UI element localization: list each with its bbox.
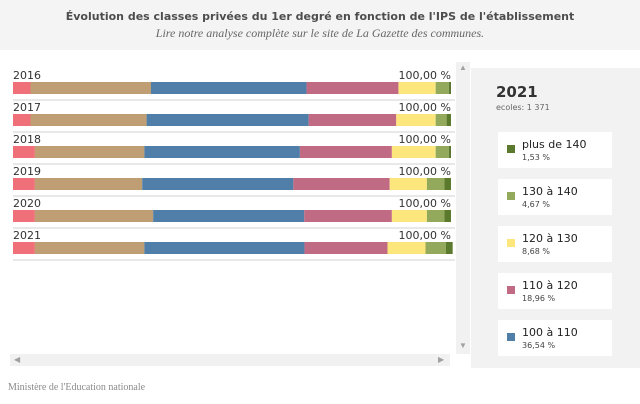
legend-item-value: 18,96 %	[522, 294, 556, 303]
bar-segment[interactable]	[153, 210, 305, 222]
legend-item-name: 100 à 110	[522, 326, 578, 339]
bar-segment[interactable]	[13, 210, 35, 222]
scroll-down-icon[interactable]: ▼	[459, 341, 467, 350]
header: Évolution des classes privées du 1er deg…	[0, 0, 640, 50]
legend-item-name: 120 à 130	[522, 232, 578, 245]
year-detail-panel: 2021 ecoles: 1 371 plus de 140 1,53 % 130 …	[471, 68, 640, 368]
year-label: 2017	[13, 101, 41, 114]
bar-segment[interactable]	[146, 114, 309, 126]
bar-segment[interactable]	[34, 178, 143, 190]
chart-subtitle: Lire notre analyse complète sur le site …	[155, 26, 485, 40]
bar-segment[interactable]	[144, 242, 305, 254]
horizontal-scrollbar[interactable]: ◀ ▶	[10, 354, 450, 366]
total-label: 100,00 %	[399, 133, 451, 146]
bar-segment[interactable]	[30, 82, 151, 94]
legend-item-value: 1,53 %	[522, 153, 550, 162]
stacked-bar-chart: 2016 100,00 % 2017 100,00 % 2018 100,00 % 2019…	[13, 69, 455, 261]
year-label: 2016	[13, 69, 41, 82]
bar-segment[interactable]	[444, 210, 451, 222]
legend-swatch-icon	[507, 192, 515, 200]
total-label: 100,00 %	[399, 165, 451, 178]
legend-swatch-icon	[507, 239, 515, 247]
year-label: 2019	[13, 165, 41, 178]
bar-segment[interactable]	[387, 242, 426, 254]
bar-segment[interactable]	[435, 82, 449, 94]
bar-segment[interactable]	[448, 146, 451, 158]
year-label: 2020	[13, 197, 41, 210]
total-label: 100,00 %	[399, 229, 451, 242]
bar-segment[interactable]	[308, 114, 397, 126]
bar-segment[interactable]	[435, 146, 449, 158]
total-label: 100,00 %	[399, 101, 451, 114]
bar-segment[interactable]	[391, 210, 427, 222]
legend-swatch-icon	[507, 145, 515, 153]
bar-segment[interactable]	[425, 242, 446, 254]
legend-item[interactable]: 110 à 120 18,96 %	[498, 273, 612, 309]
legend-item-name: plus de 140	[522, 138, 587, 151]
bar-segment[interactable]	[304, 242, 388, 254]
legend-item[interactable]: 130 à 140 4,67 %	[498, 179, 612, 215]
bar-segment[interactable]	[34, 146, 145, 158]
legend-item-value: 8,68 %	[522, 247, 550, 256]
legend-swatch-icon	[507, 333, 515, 341]
bar-segment[interactable]	[13, 178, 35, 190]
bar-segment[interactable]	[293, 178, 390, 190]
bar-segment[interactable]	[426, 210, 445, 222]
legend-item-name: 130 à 140	[522, 185, 578, 198]
bar-segment[interactable]	[444, 178, 451, 190]
year-label: 2018	[13, 133, 41, 146]
legend-item[interactable]: 120 à 130 8,68 %	[498, 226, 612, 262]
bar-segment[interactable]	[448, 82, 451, 94]
panel-year: 2021	[496, 83, 538, 101]
bar-segment[interactable]	[142, 178, 294, 190]
bar-segment[interactable]	[13, 82, 31, 94]
legend-item[interactable]: plus de 140 1,53 %	[498, 132, 612, 168]
bar-segment[interactable]	[150, 82, 307, 94]
bar-segment[interactable]	[299, 146, 392, 158]
bar-segment[interactable]	[34, 210, 154, 222]
bar-segment[interactable]	[13, 114, 31, 126]
scroll-left-icon[interactable]: ◀	[14, 355, 21, 364]
bar-segment[interactable]	[398, 82, 436, 94]
total-label: 100,00 %	[399, 197, 451, 210]
vertical-scrollbar[interactable]: ▲ ▼	[456, 62, 470, 354]
bar-segment[interactable]	[144, 146, 300, 158]
legend-item-value: 36,54 %	[522, 341, 556, 350]
total-label: 100,00 %	[399, 69, 451, 82]
bar-segment[interactable]	[306, 82, 399, 94]
bar-segment[interactable]	[34, 242, 145, 254]
bar-segment[interactable]	[389, 178, 427, 190]
bar-segment[interactable]	[435, 114, 447, 126]
year-label: 2021	[13, 229, 41, 242]
scroll-right-icon[interactable]: ▶	[438, 355, 445, 364]
legend-item-name: 110 à 120	[522, 279, 578, 292]
bar-segment[interactable]	[13, 242, 35, 254]
bar-segment[interactable]	[13, 146, 35, 158]
legend-item-value: 4,67 %	[522, 200, 550, 209]
bar-segment[interactable]	[391, 146, 436, 158]
bar-segment[interactable]	[445, 242, 453, 254]
panel-school-count: ecoles: 1 371	[496, 103, 550, 112]
legend-swatch-icon	[507, 286, 515, 294]
legend-item[interactable]: 100 à 110 36,54 %	[498, 320, 612, 356]
bar-segment[interactable]	[30, 114, 147, 126]
source-note: Ministère de l'Education nationale	[8, 382, 146, 393]
chart-area: 2016 100,00 % 2017 100,00 % 2018 100,00 % 2019…	[0, 58, 470, 368]
bar-segment[interactable]	[304, 210, 392, 222]
bar-segment[interactable]	[426, 178, 445, 190]
bar-segment[interactable]	[446, 114, 451, 126]
bar-segment[interactable]	[396, 114, 436, 126]
scroll-up-icon[interactable]: ▲	[459, 63, 467, 72]
chart-title: Évolution des classes privées du 1er deg…	[65, 10, 575, 23]
